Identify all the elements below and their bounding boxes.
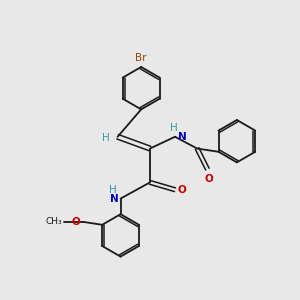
- Text: H: H: [170, 123, 177, 133]
- Text: O: O: [72, 217, 81, 227]
- Text: CH₃: CH₃: [46, 217, 62, 226]
- Text: H: H: [109, 185, 117, 195]
- Text: O: O: [205, 174, 213, 184]
- Text: N: N: [178, 132, 187, 142]
- Text: H: H: [102, 133, 110, 143]
- Text: Br: Br: [135, 53, 147, 63]
- Text: O: O: [178, 185, 187, 195]
- Text: N: N: [110, 194, 119, 204]
